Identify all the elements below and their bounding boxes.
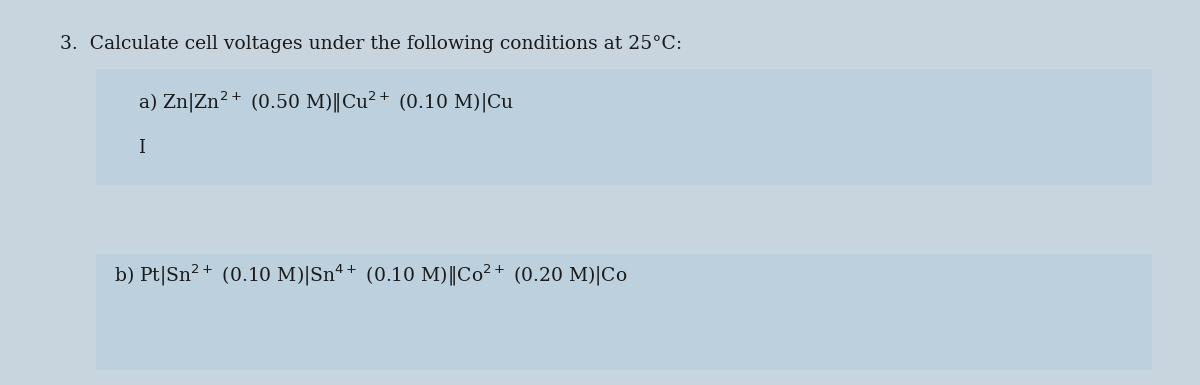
Text: b) Pt$\vert$Sn$^{2+}$ (0.10 M)$\vert$Sn$^{4+}$ (0.10 M)$\Vert$Co$^{2+}$ (0.20 M): b) Pt$\vert$Sn$^{2+}$ (0.10 M)$\vert$Sn$… bbox=[114, 263, 628, 288]
Text: 3.  Calculate cell voltages under the following conditions at 25°C:: 3. Calculate cell voltages under the fol… bbox=[60, 35, 682, 53]
Bar bbox=[96, 69, 1152, 185]
Bar bbox=[96, 254, 1152, 370]
Text: I: I bbox=[138, 139, 145, 157]
Text: a) Zn$\vert$Zn$^{2+}$ (0.50 M)$\Vert$Cu$^{2+}$ (0.10 M)$\vert$Cu: a) Zn$\vert$Zn$^{2+}$ (0.50 M)$\Vert$Cu$… bbox=[138, 89, 514, 115]
